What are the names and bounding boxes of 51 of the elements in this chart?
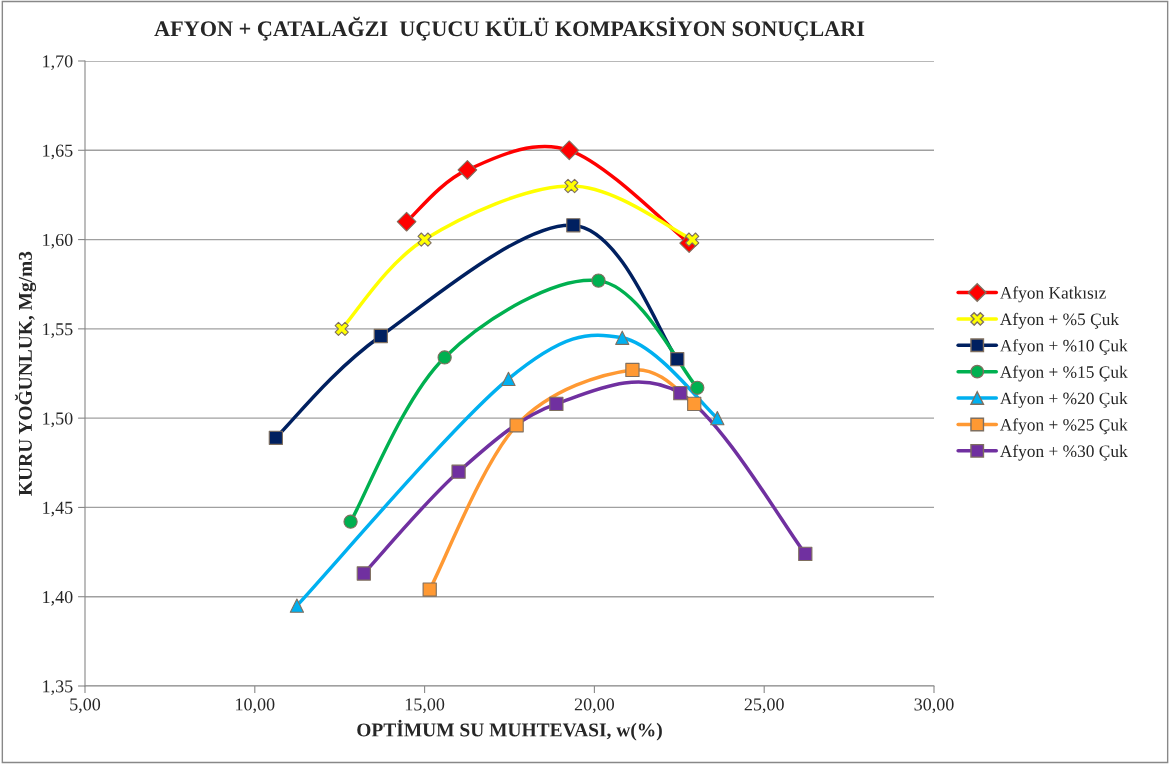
- legend-label: Afyon Katkısız: [999, 286, 1106, 303]
- x-tick-label: 10,00: [236, 698, 275, 714]
- y-tick-label: 1,45: [43, 501, 73, 517]
- y-tick-label: 1,40: [43, 590, 73, 606]
- y-tick-label: 1,70: [43, 55, 73, 71]
- point: [417, 232, 432, 247]
- point: [268, 430, 283, 445]
- y-tick-label: 1,35: [43, 680, 73, 696]
- x-axis-title: OPTİMUM SU MUHTEVASI, w(%): [357, 719, 662, 741]
- point: [559, 140, 580, 161]
- point: [396, 211, 417, 232]
- point: [334, 321, 349, 337]
- point: [591, 273, 606, 288]
- y-tick-label: 1,55: [43, 323, 73, 338]
- point: [673, 385, 688, 401]
- legend-label: Afyon + %30 Çuk: [999, 444, 1128, 461]
- legend-label: Afyon + %5 Çuk: [999, 312, 1120, 329]
- point: [564, 178, 579, 194]
- legend-label: Afyon + %25 Çuk: [999, 418, 1128, 435]
- point: [566, 218, 581, 233]
- x-tick-label: 25,00: [744, 698, 784, 714]
- point: [501, 371, 516, 387]
- y-tick-label: 1,50: [43, 412, 73, 428]
- x-tick-label: 20,00: [574, 698, 615, 714]
- legend-label: Afyon + %20 Çuk: [999, 391, 1128, 408]
- point: [373, 328, 388, 344]
- x-tick-label: 5,00: [70, 698, 101, 714]
- y-tick-label: 1,65: [43, 144, 73, 160]
- point: [422, 582, 437, 597]
- chart-title: AFYON + ÇATALAĞZI UÇUCU KÜLÜ KOMPAKSİYON SONUÇLARI: [154, 16, 865, 41]
- point: [356, 566, 371, 581]
- point: [690, 380, 705, 395]
- point: [509, 418, 524, 433]
- y-axis-title: KURU YOĞUNLUK, Mg/m3: [14, 251, 37, 496]
- point: [343, 514, 358, 529]
- point: [625, 362, 640, 378]
- point: [687, 396, 702, 412]
- point: [289, 598, 305, 613]
- legend-label: Afyon + %15 Çuk: [999, 365, 1128, 382]
- point: [457, 160, 478, 180]
- point: [798, 546, 813, 562]
- point: [615, 330, 630, 345]
- point: [710, 410, 725, 426]
- x-tick-label: 30,00: [914, 698, 954, 714]
- point: [451, 464, 466, 479]
- y-tick-label: 1,60: [43, 233, 73, 249]
- point: [549, 396, 564, 412]
- legend-label: Afyon + %10 Çuk: [999, 339, 1128, 356]
- x-tick-label: 15,00: [405, 698, 445, 714]
- point: [437, 350, 452, 365]
- point: [670, 352, 685, 367]
